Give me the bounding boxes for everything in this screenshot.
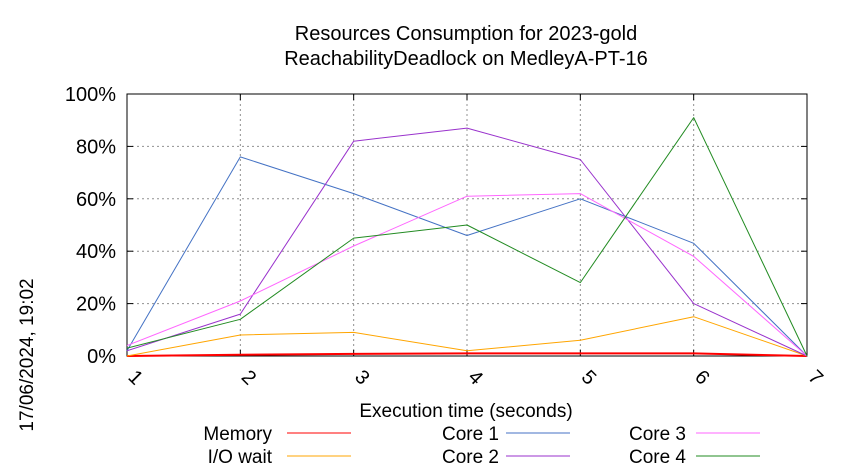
x-tick-label: 4 (464, 366, 487, 389)
x-axis-ticks: 1 2 3 4 5 6 7 (124, 94, 827, 389)
chart-title-line-2: ReachabilityDeadlock on MedleyA-PT-16 (284, 48, 648, 70)
y-tick-label: 0% (87, 346, 116, 368)
x-tick-label: 5 (577, 366, 600, 389)
x-tick-label: 1 (124, 366, 147, 389)
series-lines (126, 117, 808, 357)
y-tick-label: 60% (76, 189, 116, 211)
series-line-core-3 (126, 193, 808, 357)
series-line-core-2 (126, 127, 808, 357)
y-tick-label: 100% (65, 84, 116, 106)
x-tick-label: 7 (804, 366, 827, 389)
series-line-core-1 (126, 156, 808, 357)
series-line-core-4 (126, 117, 808, 357)
x-tick-label: 3 (350, 366, 373, 389)
x-tick-label: 6 (690, 366, 713, 389)
y-tick-label: 40% (76, 241, 116, 263)
legend-label-i-o-wait: I/O wait (208, 447, 273, 468)
y-axis-ticks: 0% 20% 40% 60% 80% 100% (65, 84, 807, 368)
x-tick-label: 2 (237, 366, 260, 389)
timestamp-label: 17/06/2024, 19:02 (17, 278, 38, 431)
legend-label-memory: Memory (203, 424, 272, 445)
legend-label-core-3: Core 3 (629, 424, 686, 445)
legend-label-core-2: Core 2 (442, 447, 499, 468)
legend-label-core-4: Core 4 (629, 447, 686, 468)
y-tick-label: 20% (76, 294, 116, 316)
y-tick-label: 80% (76, 136, 116, 158)
x-axis-label: Execution time (seconds) (359, 401, 572, 422)
chart-title-line-1: Resources Consumption for 2023-gold (295, 23, 637, 45)
legend-label-core-1: Core 1 (442, 424, 499, 445)
series-line-i-o-wait (126, 316, 808, 357)
series-line-memory (126, 352, 808, 357)
